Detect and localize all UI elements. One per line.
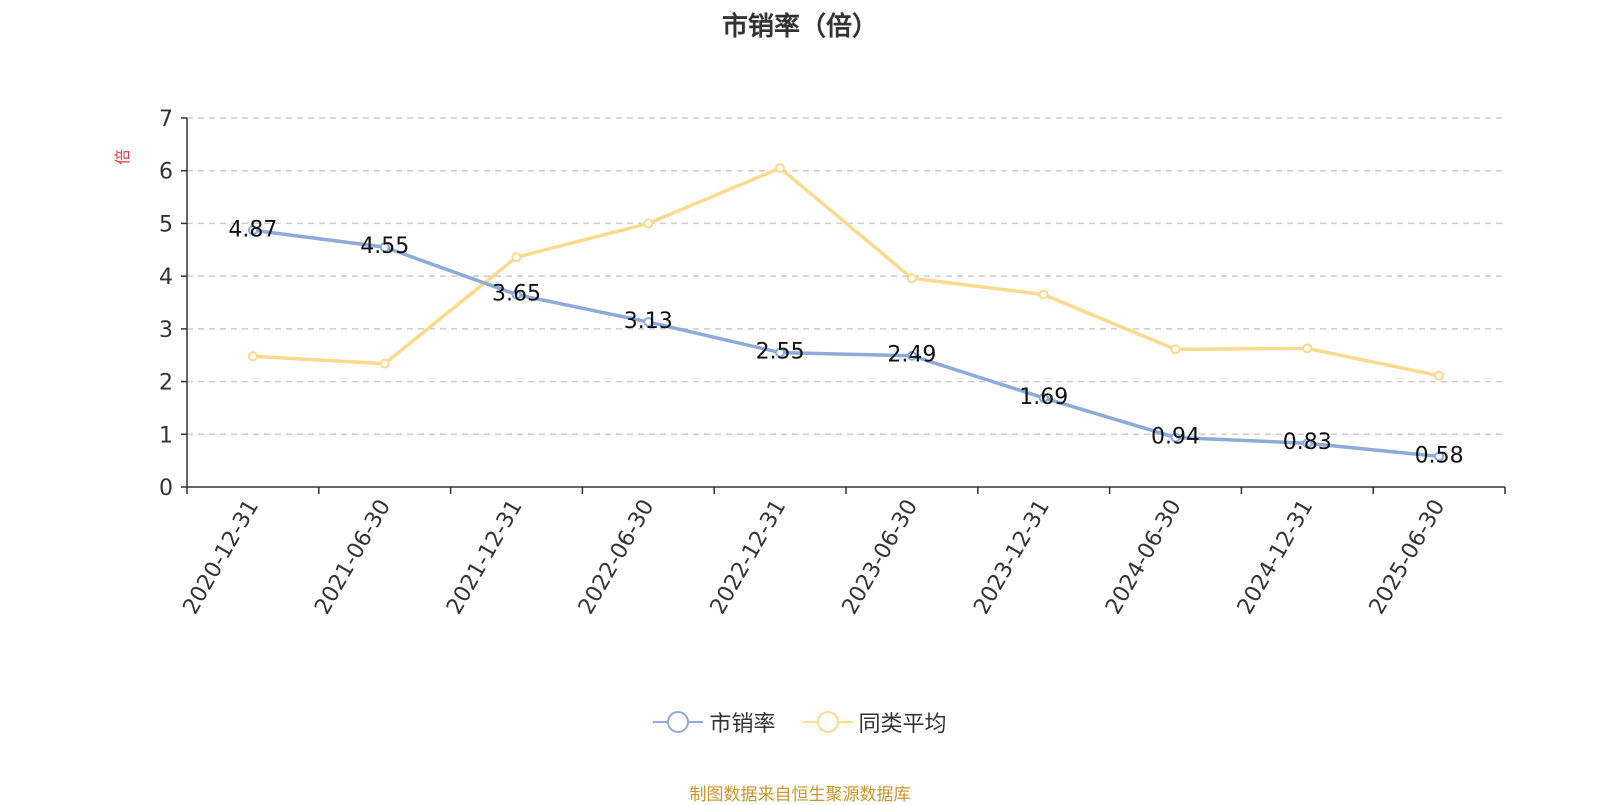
x-tick-label: 2021-06-30	[310, 496, 396, 619]
data-point-series-1	[906, 350, 917, 361]
data-point-series-2	[1038, 289, 1049, 300]
data-label: 3.13	[624, 309, 673, 334]
legend-label: 同类平均	[858, 712, 947, 737]
y-tick-label: 4	[159, 265, 173, 290]
data-point-series-1	[511, 289, 522, 300]
x-tick-label: 2024-06-30	[1101, 496, 1187, 619]
data-point-series-1	[643, 317, 654, 328]
data-point-series-1	[775, 347, 786, 358]
source-note: 制图数据来自恒生聚源数据库	[689, 785, 911, 805]
y-tick-label: 6	[159, 160, 173, 185]
data-point-series-2	[511, 252, 522, 263]
data-point-series-1	[1038, 392, 1049, 403]
series-line-2	[252, 166, 1440, 378]
y-tick-label: 7	[159, 107, 173, 132]
data-point-series-2	[379, 358, 390, 369]
data-label: 0.58	[1415, 443, 1464, 468]
legend-item-series-2[interactable]: 同类平均	[802, 706, 947, 738]
x-tick-label: 2020-12-31	[179, 496, 265, 619]
x-tick-label: 2024-12-31	[1233, 496, 1319, 619]
data-point-series-2	[1302, 343, 1313, 354]
legend-label: 市销率	[709, 712, 776, 737]
data-point-series-2	[643, 218, 654, 229]
data-point-series-1	[379, 242, 390, 253]
data-label: 2.49	[887, 343, 936, 368]
x-tick-label: 2022-12-31	[706, 496, 792, 619]
grid-lines	[187, 117, 1505, 436]
series-lines	[247, 163, 1445, 462]
y-axis-label: 倍	[113, 149, 132, 165]
data-point-series-1	[1302, 438, 1313, 449]
legend-line-circle-icon	[653, 710, 704, 734]
data-point-series-2	[906, 273, 917, 284]
legend-line-circle-icon	[802, 710, 853, 734]
data-point-series-2	[1434, 370, 1445, 381]
data-labels: 4.87 4.55 3.65 3.13 2.55 2.49 1.69 0.94 0.83 0.58	[228, 217, 1463, 468]
legend-item-series-1[interactable]: 市销率	[653, 706, 776, 738]
y-tick-label: 3	[159, 318, 173, 343]
data-point-series-2	[247, 351, 258, 362]
data-point-series-1	[1170, 432, 1181, 443]
y-tick-label: 1	[159, 423, 173, 448]
y-tick-label: 0	[159, 476, 173, 501]
data-label: 1.69	[1019, 385, 1068, 410]
data-label: 0.94	[1151, 424, 1200, 449]
data-point-series-2	[775, 163, 786, 174]
data-label: 2.55	[756, 340, 805, 365]
chart-title: 市销率（倍）	[721, 12, 878, 42]
series-line-1	[252, 228, 1440, 459]
x-tick-label: 2025-06-30	[1365, 496, 1451, 619]
data-label: 0.83	[1283, 430, 1332, 455]
data-label: 3.65	[492, 282, 541, 307]
y-tick-label: 5	[159, 212, 173, 237]
x-tick-label: 2021-12-31	[442, 496, 528, 619]
data-label: 4.55	[360, 234, 409, 259]
legend: 市销率 同类平均	[0, 706, 1600, 740]
data-label: 4.87	[228, 217, 277, 242]
y-tick-label: 2	[159, 371, 173, 396]
data-point-series-1	[247, 225, 258, 236]
data-point-series-2	[1170, 344, 1181, 355]
data-point-series-1	[1434, 451, 1445, 462]
x-tick-label: 2022-06-30	[574, 496, 660, 619]
x-tick-label: 2023-06-30	[838, 496, 924, 619]
x-tick-label: 2023-12-31	[969, 496, 1055, 619]
